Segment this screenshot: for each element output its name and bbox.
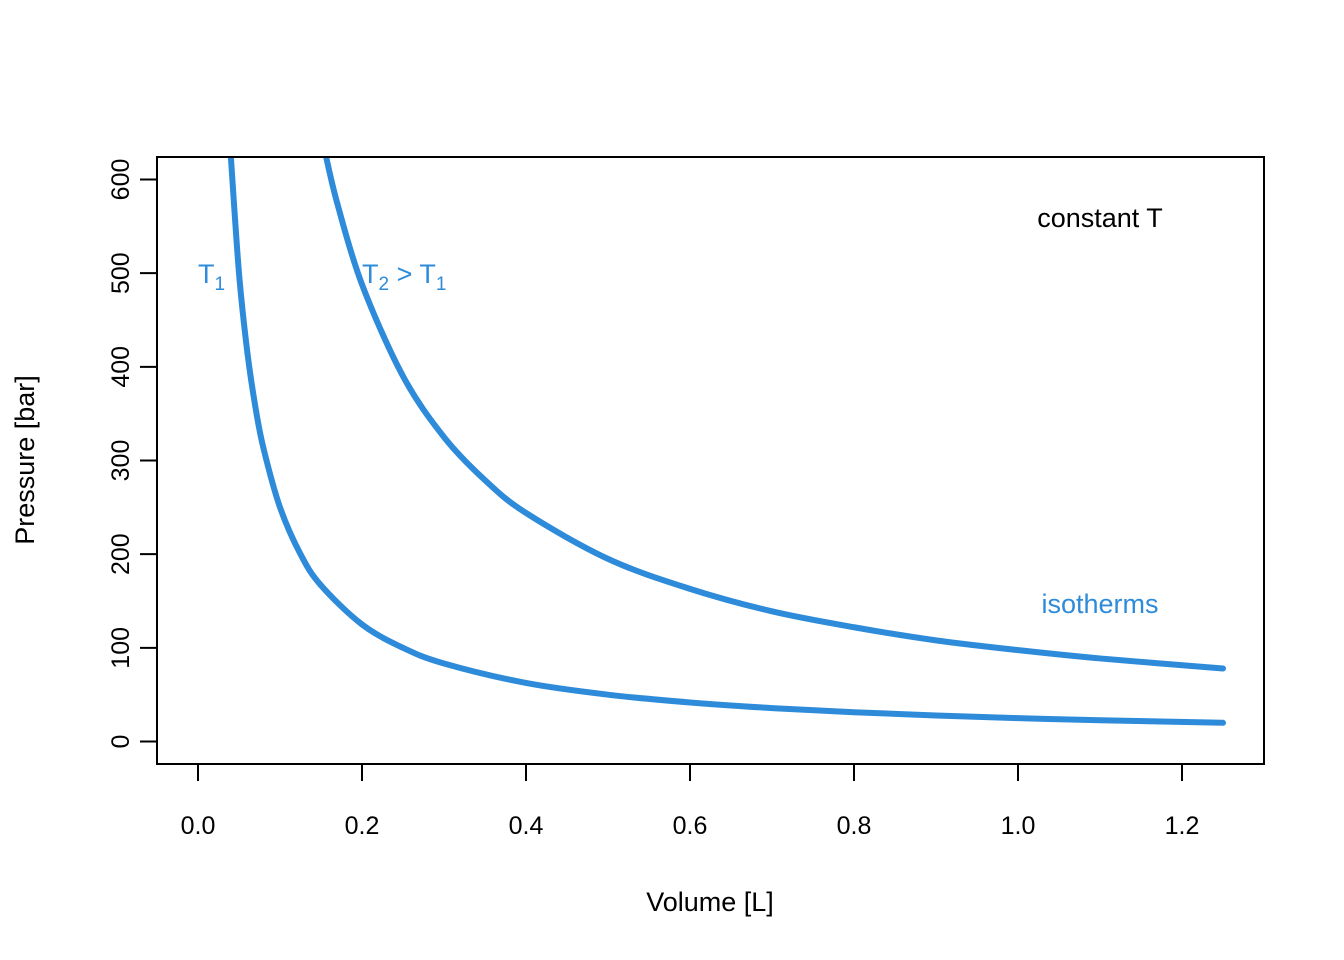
annotation-1: constant T — [1037, 203, 1163, 233]
isotherm-curve-1 — [227, 157, 1226, 726]
x-tick-label: 1.0 — [1001, 812, 1036, 840]
x-tick-label: 1.2 — [1165, 812, 1200, 840]
y-tick-label: 400 — [107, 346, 135, 388]
y-axis: 0 100 200 300 400 500 600 — [107, 159, 158, 749]
y-tick-label: 500 — [107, 252, 135, 294]
isotherm-curve-2 — [323, 157, 1226, 672]
y-axis-title: Pressure [bar] — [10, 375, 40, 545]
x-tick-label: 0.8 — [837, 812, 872, 840]
y-tick-label: 600 — [107, 159, 135, 201]
y-tick-label: 200 — [107, 533, 135, 575]
plot-frame — [156, 156, 1265, 765]
series-label-2: T2 > T1 — [362, 259, 446, 295]
y-tick-label: 100 — [107, 627, 135, 669]
x-tick-label: 0.0 — [181, 812, 216, 840]
annotation-2: isotherms — [1041, 589, 1158, 619]
curves-layer — [227, 157, 1226, 726]
series-label-1: T1 — [198, 259, 225, 295]
y-tick-label: 300 — [107, 440, 135, 482]
x-tick-label: 0.4 — [509, 812, 544, 840]
x-axis-title: Volume [L] — [646, 887, 774, 917]
x-axis: 0.0 0.2 0.4 0.6 0.8 1.0 1.2 — [181, 763, 1200, 840]
x-tick-label: 0.6 — [673, 812, 708, 840]
x-tick-label: 0.2 — [345, 812, 380, 840]
y-tick-label: 0 — [107, 735, 135, 749]
annotation-layer: T1 T2 > T1 constant T isotherms — [198, 203, 1163, 619]
